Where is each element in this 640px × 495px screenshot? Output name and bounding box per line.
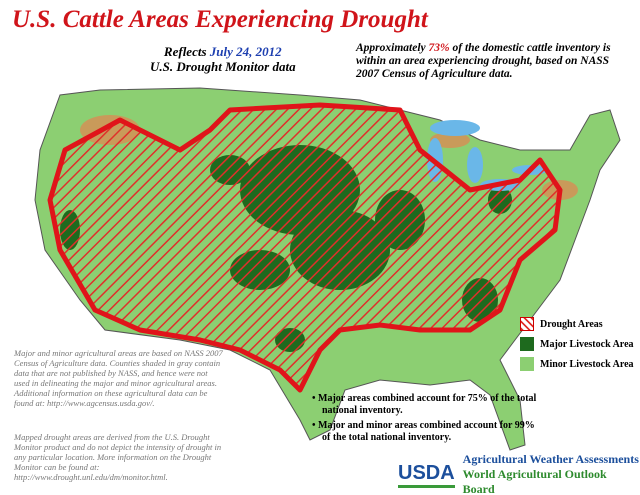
legend: Drought Areas Major Livestock Area Minor…	[520, 314, 634, 374]
legend-item: Minor Livestock Area	[520, 354, 634, 374]
bullet: • Major areas combined account for 75% o…	[312, 393, 537, 416]
logo: USDA	[398, 462, 455, 488]
legend-swatch	[520, 337, 534, 351]
drought-area	[47, 102, 563, 393]
legend-label: Major Livestock Area	[540, 338, 634, 350]
subtitle-prefix: Reflects	[163, 44, 207, 59]
legend-label: Drought Areas	[540, 318, 603, 330]
title: U.S. Cattle Areas Experiencing Drought	[12, 6, 428, 33]
summary-after: of the domestic cattle inventory is with…	[356, 42, 611, 80]
bullet-text: Major areas combined account for 75% of …	[318, 393, 537, 416]
note: Major and minor agricultural areas are b…	[14, 348, 223, 408]
bullet-text: Major and minor areas combined account f…	[318, 420, 535, 443]
bullets: • Major areas combined account for 75% o…	[312, 393, 542, 447]
note: Mapped drought areas are derived from th…	[14, 432, 222, 482]
subtitle-date: July 24, 2012	[209, 44, 282, 59]
legend-swatch	[520, 357, 534, 371]
footer-line: World Agricultural Outlook Board	[462, 467, 607, 495]
bullet: • Major and minor areas combined account…	[312, 420, 535, 443]
summary-percent: 73%	[428, 42, 450, 54]
legend-item: Drought Areas	[520, 314, 634, 334]
subtitle: Reflects July 24, 2012 U.S. Drought Moni…	[150, 44, 296, 74]
legend-swatch	[520, 317, 534, 331]
legend-label: Minor Livestock Area	[540, 358, 634, 370]
footer-line: Agricultural Weather Assessments	[462, 452, 639, 466]
footer: USDA Agricultural Weather Assessments Wo…	[398, 452, 640, 495]
summary-before: Approximately	[356, 42, 426, 54]
legend-item: Major Livestock Area	[520, 334, 634, 354]
subtitle-source: U.S. Drought Monitor data	[150, 59, 296, 74]
summary: Approximately 73% of the domestic cattle…	[356, 42, 626, 81]
